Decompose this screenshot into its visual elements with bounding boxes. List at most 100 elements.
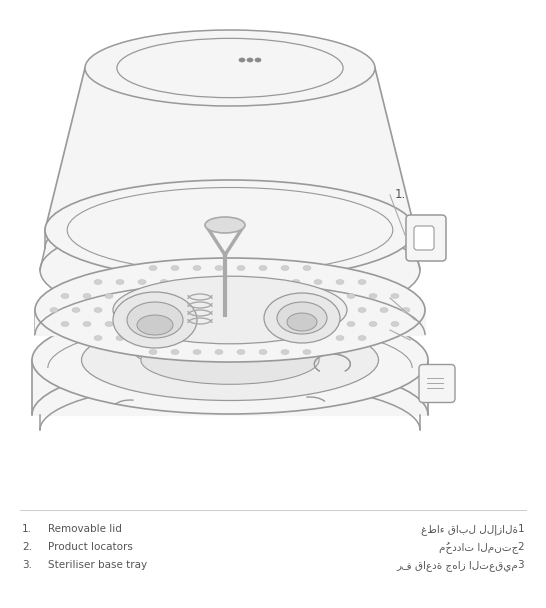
Ellipse shape bbox=[182, 336, 190, 340]
Ellipse shape bbox=[259, 350, 267, 354]
Ellipse shape bbox=[35, 258, 425, 362]
Text: 1.: 1. bbox=[22, 524, 32, 534]
Ellipse shape bbox=[358, 280, 366, 285]
Text: 2.: 2. bbox=[395, 291, 406, 305]
Ellipse shape bbox=[358, 308, 366, 313]
Text: 3: 3 bbox=[518, 560, 524, 570]
Ellipse shape bbox=[138, 308, 146, 313]
Ellipse shape bbox=[105, 294, 113, 299]
Polygon shape bbox=[45, 68, 415, 230]
Ellipse shape bbox=[137, 315, 173, 335]
Ellipse shape bbox=[72, 308, 80, 313]
Ellipse shape bbox=[347, 294, 355, 299]
Ellipse shape bbox=[32, 306, 428, 414]
Ellipse shape bbox=[193, 266, 201, 271]
Ellipse shape bbox=[149, 266, 157, 271]
Ellipse shape bbox=[281, 294, 289, 299]
Ellipse shape bbox=[226, 280, 234, 285]
Ellipse shape bbox=[402, 308, 410, 313]
Ellipse shape bbox=[160, 280, 168, 285]
Ellipse shape bbox=[248, 280, 256, 285]
Text: Removable lid: Removable lid bbox=[48, 524, 122, 534]
Ellipse shape bbox=[94, 280, 102, 285]
Ellipse shape bbox=[380, 308, 388, 313]
Ellipse shape bbox=[325, 294, 333, 299]
Ellipse shape bbox=[215, 266, 223, 271]
Text: Steriliser base tray: Steriliser base tray bbox=[48, 560, 147, 570]
Text: غطاء قابل للإزالة: غطاء قابل للإزالة bbox=[421, 524, 518, 535]
Text: Product locators: Product locators bbox=[48, 542, 133, 552]
Ellipse shape bbox=[303, 322, 311, 326]
Ellipse shape bbox=[171, 350, 179, 354]
Ellipse shape bbox=[277, 302, 327, 334]
Ellipse shape bbox=[204, 336, 212, 340]
Ellipse shape bbox=[270, 336, 278, 340]
Ellipse shape bbox=[226, 336, 234, 340]
Ellipse shape bbox=[292, 280, 300, 285]
Ellipse shape bbox=[193, 350, 201, 354]
Ellipse shape bbox=[127, 294, 135, 299]
Ellipse shape bbox=[336, 308, 344, 313]
FancyBboxPatch shape bbox=[406, 215, 446, 261]
Ellipse shape bbox=[113, 292, 197, 348]
Ellipse shape bbox=[237, 266, 245, 271]
Ellipse shape bbox=[83, 294, 91, 299]
Text: 1: 1 bbox=[518, 524, 524, 534]
Ellipse shape bbox=[281, 266, 289, 271]
Text: 3.: 3. bbox=[395, 323, 406, 336]
Ellipse shape bbox=[347, 322, 355, 326]
Ellipse shape bbox=[237, 350, 245, 354]
Text: 3.: 3. bbox=[22, 560, 32, 570]
Ellipse shape bbox=[248, 336, 256, 340]
Text: مُحددات المنتج: مُحددات المنتج bbox=[438, 542, 518, 554]
Polygon shape bbox=[35, 310, 425, 335]
Polygon shape bbox=[45, 230, 415, 248]
Ellipse shape bbox=[287, 313, 317, 331]
Ellipse shape bbox=[171, 322, 179, 326]
Ellipse shape bbox=[127, 302, 183, 338]
Ellipse shape bbox=[369, 294, 377, 299]
Ellipse shape bbox=[314, 280, 322, 285]
Ellipse shape bbox=[149, 350, 157, 354]
Ellipse shape bbox=[141, 336, 319, 384]
Ellipse shape bbox=[204, 280, 212, 285]
Ellipse shape bbox=[336, 280, 344, 285]
Ellipse shape bbox=[116, 336, 124, 340]
Ellipse shape bbox=[127, 322, 135, 326]
Ellipse shape bbox=[264, 293, 340, 343]
Ellipse shape bbox=[40, 217, 420, 323]
Ellipse shape bbox=[113, 276, 347, 344]
Ellipse shape bbox=[303, 266, 311, 271]
Ellipse shape bbox=[281, 350, 289, 354]
Ellipse shape bbox=[138, 336, 146, 340]
Polygon shape bbox=[32, 360, 428, 415]
Ellipse shape bbox=[314, 336, 322, 340]
Text: 1.: 1. bbox=[395, 188, 406, 201]
Ellipse shape bbox=[391, 294, 399, 299]
Ellipse shape bbox=[182, 280, 190, 285]
Ellipse shape bbox=[369, 322, 377, 326]
Ellipse shape bbox=[303, 294, 311, 299]
Ellipse shape bbox=[255, 58, 261, 62]
Ellipse shape bbox=[160, 336, 168, 340]
Text: 2.: 2. bbox=[22, 542, 32, 552]
Ellipse shape bbox=[292, 336, 300, 340]
Ellipse shape bbox=[105, 322, 113, 326]
Ellipse shape bbox=[336, 336, 344, 340]
Ellipse shape bbox=[61, 322, 69, 326]
Ellipse shape bbox=[171, 266, 179, 271]
Ellipse shape bbox=[247, 58, 253, 62]
Ellipse shape bbox=[81, 319, 378, 401]
Ellipse shape bbox=[116, 280, 124, 285]
Ellipse shape bbox=[325, 322, 333, 326]
FancyBboxPatch shape bbox=[414, 226, 434, 250]
Ellipse shape bbox=[149, 294, 157, 299]
Ellipse shape bbox=[270, 280, 278, 285]
Ellipse shape bbox=[391, 322, 399, 326]
Ellipse shape bbox=[138, 280, 146, 285]
Text: 2: 2 bbox=[518, 542, 524, 552]
Ellipse shape bbox=[94, 308, 102, 313]
Ellipse shape bbox=[116, 308, 124, 313]
Ellipse shape bbox=[303, 350, 311, 354]
Ellipse shape bbox=[215, 350, 223, 354]
